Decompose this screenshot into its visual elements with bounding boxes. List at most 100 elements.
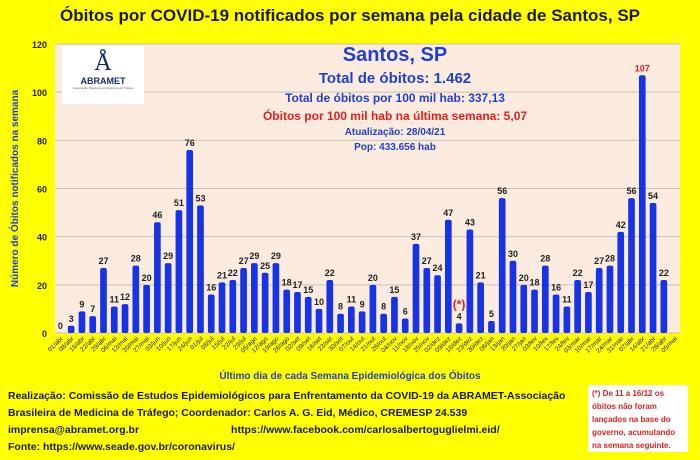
data-label: 29 — [249, 251, 259, 261]
y-tick-label: 40 — [37, 233, 47, 243]
bar — [552, 294, 560, 333]
bar — [261, 272, 269, 333]
bar — [110, 306, 118, 333]
data-label: 22 — [325, 268, 335, 278]
bar — [401, 318, 409, 333]
bar — [67, 325, 75, 333]
data-label: 11 — [347, 295, 357, 305]
data-label: 20 — [519, 273, 529, 283]
y-tick-label: 60 — [37, 185, 47, 195]
bar — [574, 280, 581, 333]
bar — [477, 282, 484, 333]
bar — [78, 311, 86, 333]
y-tick-label: 100 — [32, 88, 47, 98]
info-last-week: Óbitos por 100 mil hab na última semana:… — [262, 109, 528, 123]
data-label: 5 — [489, 309, 494, 319]
data-label: 18 — [282, 278, 292, 288]
bar — [660, 280, 668, 333]
bar — [434, 275, 441, 333]
bar — [563, 306, 571, 333]
data-label: 27 — [98, 256, 108, 266]
data-label: 15 — [389, 285, 399, 295]
data-label: 29 — [163, 251, 173, 261]
data-label: 37 — [411, 232, 421, 242]
bar — [606, 265, 614, 333]
footer-email[interactable]: imprensa@abramet.org.br — [8, 424, 140, 436]
bar — [498, 198, 506, 333]
data-label: 30 — [508, 249, 518, 259]
data-label: 9 — [79, 299, 84, 309]
bar — [541, 265, 549, 333]
data-label: 17 — [292, 280, 302, 290]
info-total: Total de óbitos: 1.462 — [318, 70, 472, 87]
y-axis-title: Número de Óbitos notificados na semana — [8, 89, 21, 287]
data-label: 56 — [627, 186, 637, 196]
bar — [628, 198, 635, 333]
footnote: (*) De 11 a 16/12 os óbitos não foram la… — [588, 385, 688, 452]
data-label: 28 — [540, 254, 550, 264]
x-axis-title: Último dia de cada Semana Epidemiológica… — [219, 371, 481, 382]
info-city: Santos, SP — [342, 44, 448, 66]
bar — [509, 260, 517, 333]
bar — [100, 267, 107, 333]
data-label: 15 — [303, 285, 313, 295]
bar — [154, 222, 161, 333]
data-label: 16 — [551, 282, 561, 292]
data-label: 28 — [605, 254, 615, 264]
bar — [304, 296, 312, 333]
bar — [347, 306, 355, 333]
bar — [326, 280, 334, 333]
bar — [197, 205, 204, 333]
bar — [240, 267, 247, 333]
bar — [466, 229, 474, 333]
data-label: 28 — [131, 254, 141, 264]
data-label: 3 — [69, 314, 74, 324]
y-tick-label: 80 — [37, 136, 47, 146]
data-label: 25 — [260, 261, 270, 271]
bar — [455, 323, 463, 333]
data-label: 4 — [457, 311, 462, 321]
info-per100k: Total de óbitos por 100 mil hab: 337,13 — [285, 91, 505, 105]
data-label: 10 — [314, 297, 324, 307]
bar — [121, 304, 129, 333]
data-label: 21 — [476, 270, 486, 280]
data-label: 17 — [583, 280, 593, 290]
info-update: Atualização: 28/04/21 — [344, 127, 446, 138]
bar — [229, 280, 237, 333]
y-tick-label: 0 — [42, 329, 47, 339]
bar — [143, 284, 150, 333]
data-label: 8 — [381, 302, 386, 312]
bar — [251, 263, 258, 333]
data-label: 6 — [403, 307, 408, 317]
data-label: 29 — [271, 251, 281, 261]
bar — [423, 267, 431, 333]
data-label: 22 — [573, 268, 583, 278]
y-tick-label: 20 — [37, 281, 47, 291]
data-label: 53 — [195, 193, 205, 203]
footer: Realização: Comissão de Estudos Epidemio… — [8, 388, 565, 456]
logo-subtitle: Associação Brasileira de Medicina de Trá… — [72, 86, 134, 90]
data-label: 8 — [338, 302, 343, 312]
bar — [164, 263, 172, 333]
data-label: 11 — [110, 295, 120, 305]
bar — [175, 210, 183, 333]
data-label: 0 — [58, 321, 63, 331]
data-label: 11 — [562, 295, 572, 305]
bar — [585, 292, 592, 333]
data-label: 107 — [635, 63, 650, 73]
bar — [337, 313, 344, 333]
bar — [531, 289, 538, 333]
data-label: 27 — [239, 256, 249, 266]
bar — [218, 282, 226, 333]
footer-source: Fonte: https://www.seade.gov.br/coronavi… — [8, 441, 235, 453]
bar — [595, 267, 603, 333]
annotation-marker: (*) — [453, 297, 466, 311]
bar — [369, 284, 377, 333]
bar — [283, 289, 291, 333]
footer-facebook-link[interactable]: https://www.facebook.com/carlosalbertogu… — [231, 424, 500, 436]
bar — [649, 202, 657, 333]
data-label: 20 — [368, 273, 378, 283]
data-label: 21 — [217, 270, 227, 280]
footer-line2: Brasileira de Medicina de Tráfego; Coord… — [8, 407, 468, 419]
